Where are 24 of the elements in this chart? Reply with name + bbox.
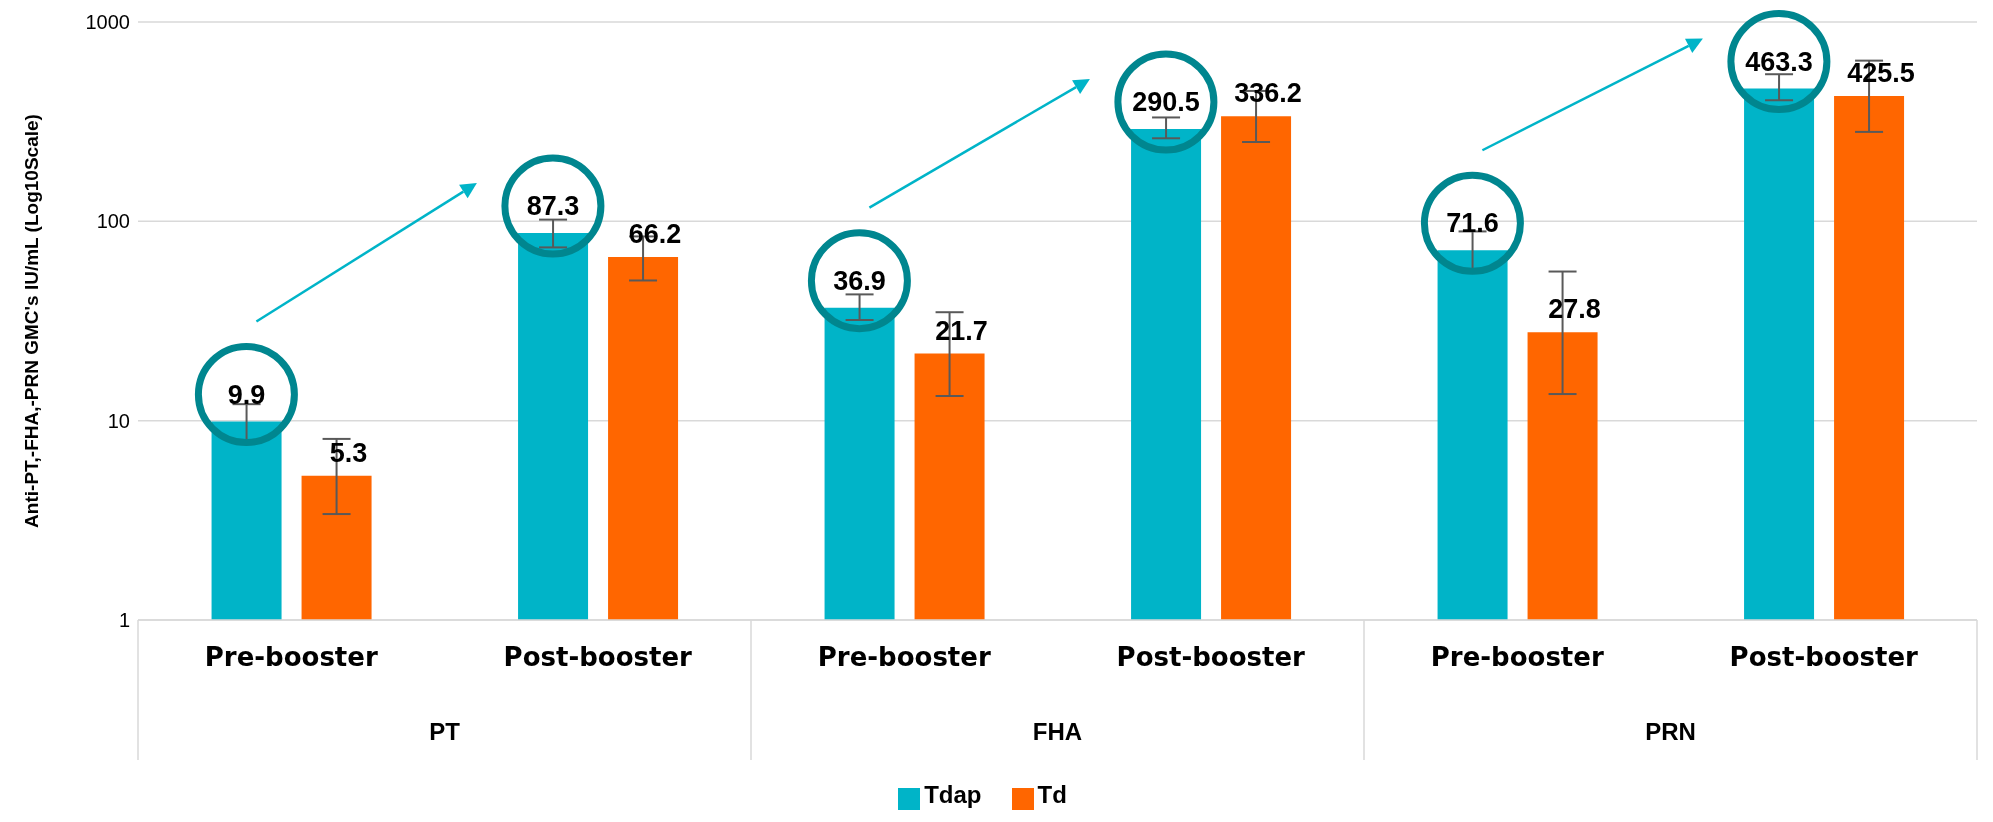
x-tick-label: Post-booster — [1729, 642, 1919, 672]
legend-label: Tdap — [924, 781, 982, 808]
y-tick-label: 10 — [107, 409, 130, 432]
data-label: 71.6 — [1446, 208, 1499, 239]
legend-label: Td — [1037, 781, 1067, 808]
data-label: 463.3 — [1745, 46, 1813, 77]
y-tick-label: 1000 — [85, 11, 130, 34]
data-label: 66.2 — [628, 219, 682, 250]
data-label: 336.2 — [1234, 78, 1302, 109]
data-label: 9.9 — [227, 379, 266, 410]
data-label: 290.5 — [1132, 87, 1200, 118]
x-tick-label: Pre-booster — [204, 642, 378, 672]
y-axis-title: Anti-PT,-FHA,-PRN GMC's IU/mL (Log10Scale) — [20, 114, 42, 528]
text: FHA — [1032, 718, 1083, 745]
x-tick-label: Post-booster — [503, 642, 693, 672]
text: PRN — [1645, 718, 1696, 745]
text: PT — [429, 718, 461, 745]
y-tick-label: 1 — [118, 609, 130, 632]
x-tick-label: Pre-booster — [1430, 642, 1604, 672]
x-tick-label: Pre-booster — [817, 642, 991, 672]
y-tick-label: 100 — [96, 210, 130, 233]
x-tick-label: Post-booster — [1116, 642, 1306, 672]
data-label: 87.3 — [526, 191, 580, 222]
data-label: 36.9 — [833, 265, 886, 296]
